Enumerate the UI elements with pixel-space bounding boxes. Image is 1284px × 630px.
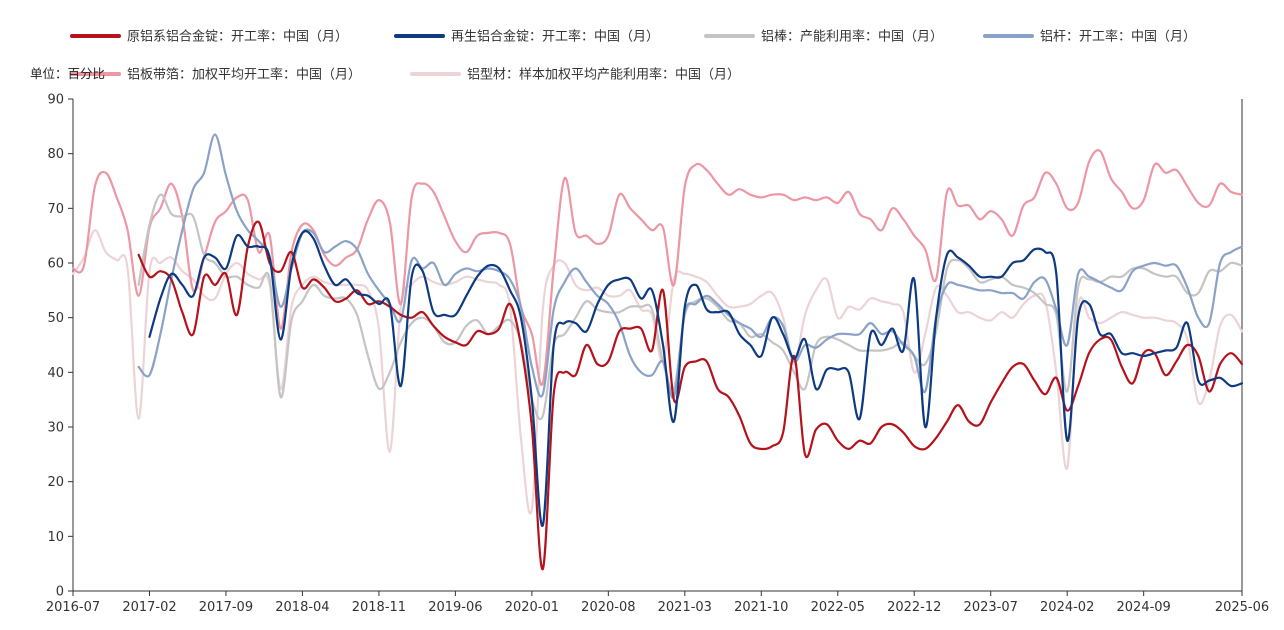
x-tick-label: 2023-07: [964, 600, 1018, 615]
x-tick-label: 2017-02: [122, 600, 176, 615]
y-tick-label: 90: [47, 93, 64, 108]
y-tick-label: 30: [47, 421, 64, 436]
x-tick-label: 2019-06: [428, 600, 482, 615]
x-tick-label: 2022-12: [887, 600, 941, 615]
legend-label-2: 铝棒：产能利用率：中国（月）: [761, 29, 943, 45]
legend-label-0: 原铝系铝合金锭：开工率：中国（月）: [127, 29, 348, 45]
x-tick-label: 2017-09: [199, 600, 253, 615]
x-tick-label: 2018-04: [275, 600, 329, 615]
y-tick-label: 60: [47, 257, 64, 272]
x-tick-label: 2018-11: [352, 600, 406, 615]
series-line-3: [137, 133, 1244, 399]
x-tick-label: 2022-05: [811, 600, 865, 615]
x-tick-label: 2024-02: [1040, 600, 1094, 615]
y-tick-label: 40: [47, 366, 64, 381]
x-tick-label: 2024-09: [1117, 600, 1171, 615]
y-tick-label: 80: [47, 147, 64, 162]
y-tick-label: 50: [47, 311, 64, 326]
series-line-4: [71, 149, 1244, 387]
x-tick-label: 2025-06: [1215, 600, 1269, 615]
series-line-0: [137, 220, 1244, 571]
legend-label-4: 铝板带箔：加权平均开工率：中国（月）: [127, 67, 361, 83]
x-tick-label: 2016-07: [46, 600, 100, 615]
legend-label-3: 铝杆：开工率：中国（月）: [1040, 29, 1196, 45]
legend-label-5: 铝型材：样本加权平均产能利用率：中国（月）: [467, 67, 740, 83]
unit-label: 单位：百分比: [30, 66, 105, 81]
y-tick-label: 10: [47, 530, 64, 545]
series-line-1: [148, 229, 1244, 527]
series-line-2: [137, 193, 1244, 421]
y-tick-label: 0: [56, 585, 64, 600]
x-tick-label: 2020-01: [505, 600, 559, 615]
y-tick-label: 20: [47, 475, 64, 490]
legend-label-1: 再生铝合金锭：开工率：中国（月）: [451, 29, 659, 45]
series-line-5: [71, 229, 1244, 515]
x-tick-label: 2020-08: [581, 600, 635, 615]
series-lines: [71, 133, 1244, 571]
x-tick-label: 2021-03: [658, 600, 712, 615]
y-tick-label: 70: [47, 202, 64, 217]
x-tick-label: 2021-10: [734, 600, 788, 615]
axes: 0 10 20 30 40 50 60 70 80 90 2016-07 2017-02 2017-09…: [46, 93, 1269, 616]
legend: 原铝系铝合金锭：开工率：中国（月） 再生铝合金锭：开工率：中国（月） 铝棒：产能利用…: [70, 29, 1196, 83]
